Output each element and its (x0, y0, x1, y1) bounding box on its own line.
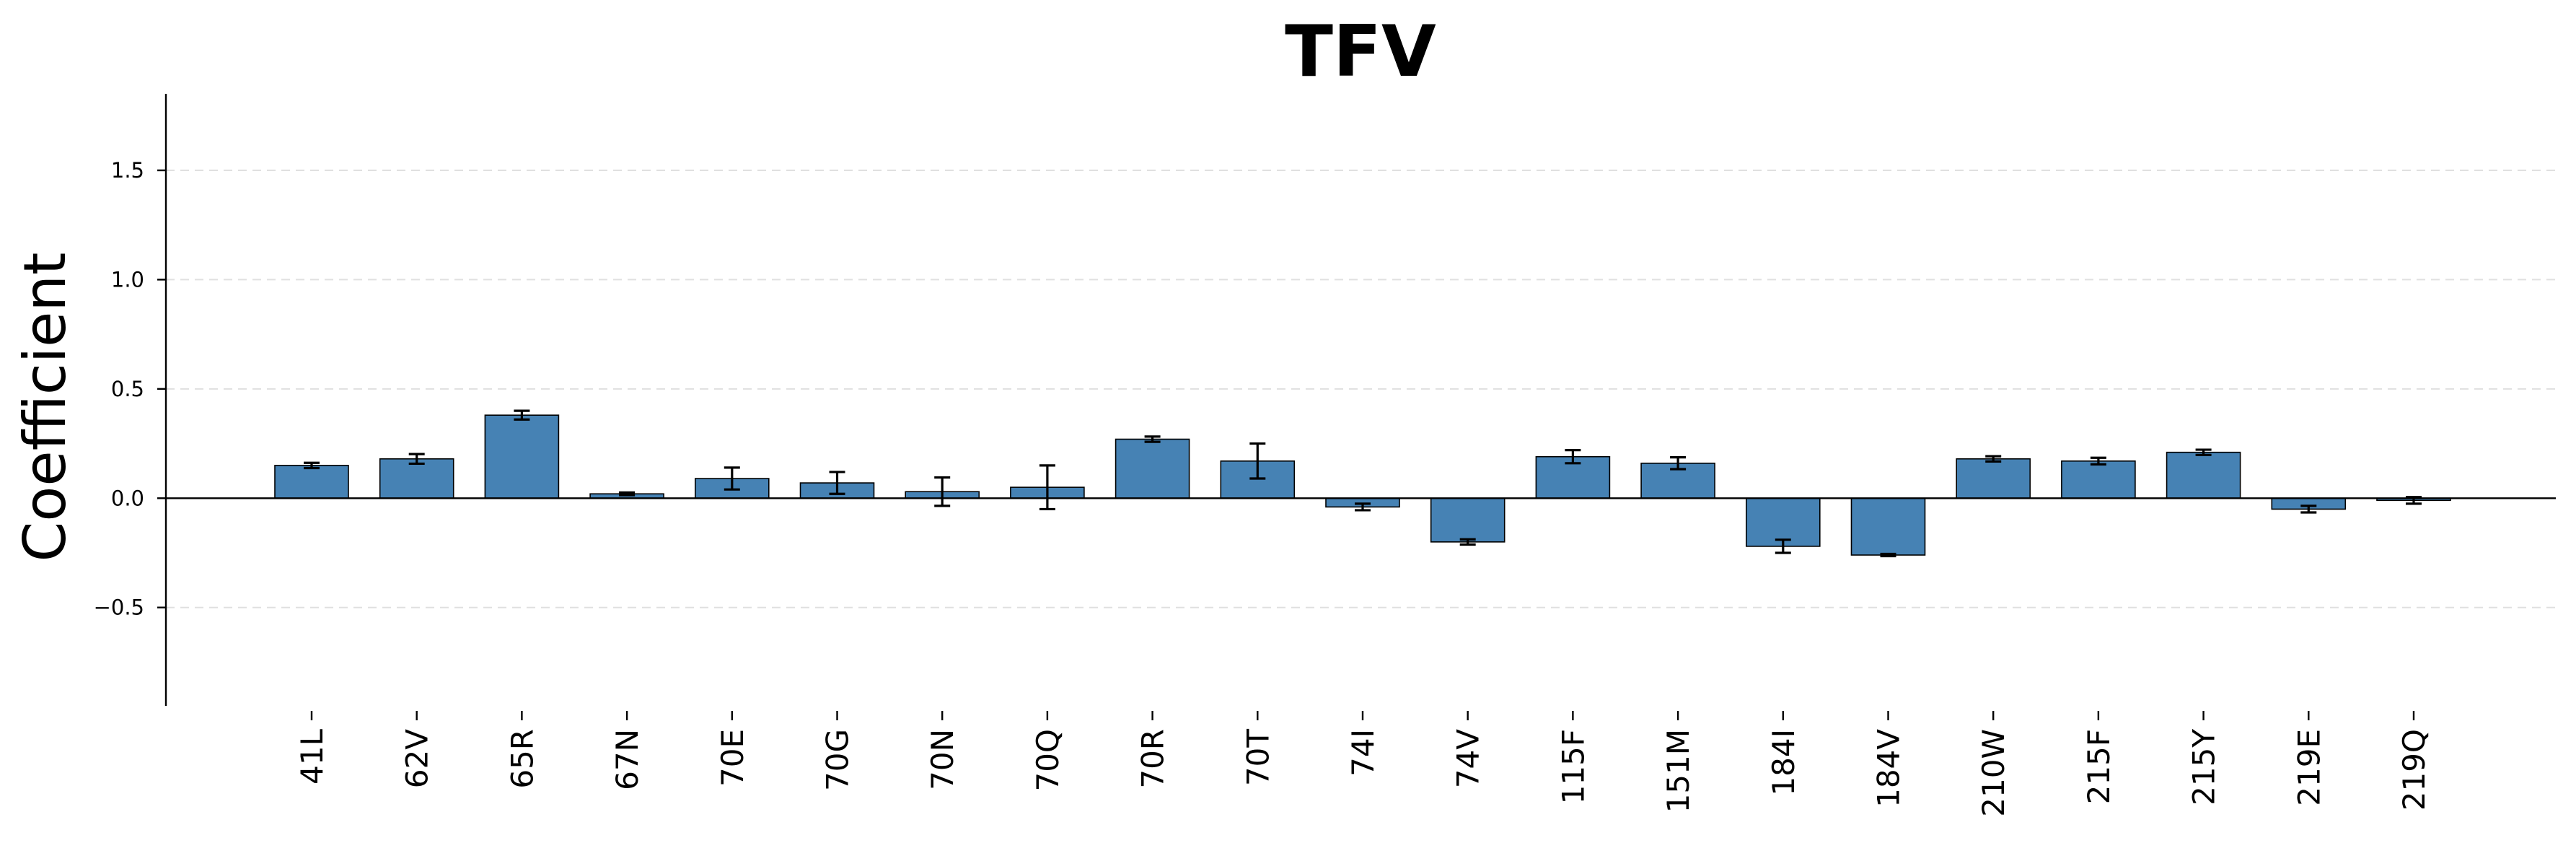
error-bar-67N (619, 491, 636, 497)
error-bar-215F (2090, 456, 2106, 466)
error-bar-70Q (1039, 464, 1055, 511)
grid-lines (166, 170, 2556, 608)
x-tick-label: 219Q (2396, 729, 2432, 811)
bars (274, 414, 2451, 556)
y-axis-label: Coefficient (12, 253, 79, 562)
x-tick-label: 70T (1240, 729, 1275, 786)
error-bar-65R (514, 409, 530, 421)
error-bar-151M (1670, 456, 1687, 471)
x-tick-label: 115F (1555, 729, 1591, 804)
x-tick-label: 70N (925, 729, 960, 790)
bar-65R (484, 414, 560, 499)
error-bar-70N (934, 476, 951, 507)
axes (164, 94, 2556, 706)
error-bar-70E (724, 466, 740, 491)
x-tick-label: 210W (1976, 729, 2011, 817)
error-bar-184I (1775, 538, 1791, 554)
chart-title: TFV (1285, 11, 1436, 93)
x-tick-label: 70R (1135, 729, 1171, 789)
error-bars (304, 409, 2422, 558)
y-ticks: −0.5 0.0 0.5 1.0 1.5 (94, 158, 166, 620)
error-bar-70R (1144, 435, 1161, 443)
y-tick-label: 1.5 (111, 158, 144, 183)
error-bar-115F (1565, 449, 1581, 465)
x-tick-label: 70Q (1030, 729, 1065, 792)
error-bar-70G (829, 471, 845, 495)
bar-215Y (2166, 451, 2241, 499)
x-tick-label: 62V (400, 729, 435, 788)
error-bar-74I (1355, 502, 1371, 512)
error-bar-210W (1985, 455, 2002, 463)
x-tick-label: 184I (1766, 729, 1801, 796)
bar-70R (1115, 438, 1190, 499)
x-tick-label: 151M (1661, 729, 1696, 813)
bar-184V (1850, 497, 1926, 556)
error-bar-41L (304, 461, 320, 470)
error-bar-184V (1880, 552, 1896, 558)
bar-210W (1956, 458, 2031, 499)
error-bar-215Y (2195, 448, 2212, 456)
error-bar-74V (1459, 538, 1476, 546)
x-tick-label: 184V (1871, 729, 1907, 808)
x-tick-label: 215Y (2186, 729, 2222, 805)
y-tick-label: 0.5 (111, 377, 144, 401)
x-tick-label: 70E (715, 729, 750, 787)
x-tick-label: 219E (2291, 729, 2326, 806)
x-tick-label: 41L (294, 728, 330, 784)
y-tick-label: −0.5 (94, 595, 144, 620)
error-bar-62V (408, 453, 425, 466)
error-bar-219E (2300, 505, 2317, 514)
x-tick-label: 215F (2081, 729, 2116, 804)
x-tick-label: 65R (504, 729, 540, 789)
y-tick-label: 0.0 (111, 486, 144, 510)
error-bar-70T (1249, 442, 1266, 480)
bar-215F (2061, 460, 2136, 499)
x-tick-label: 67N (610, 729, 645, 790)
bar-41L (274, 465, 349, 499)
bar-74V (1430, 497, 1505, 543)
y-tick-label: 1.0 (111, 267, 144, 292)
x-ticks: 41L 62V 65R 67N 70E 70G 70N 70Q 70R 70T 74I 74V 115F… (294, 711, 2432, 817)
x-tick-label: 74I (1345, 729, 1381, 777)
x-tick-label: 74V (1451, 729, 1486, 788)
x-tick-label: 70G (820, 729, 856, 791)
bar-184I (1746, 497, 1821, 547)
